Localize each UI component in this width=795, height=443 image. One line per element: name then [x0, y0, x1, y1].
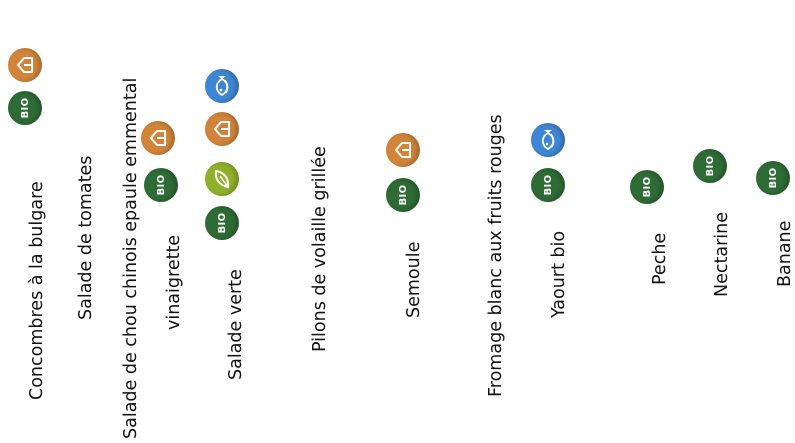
bio-label-icon: BIO [630, 170, 664, 204]
menu-item-label-chou-line1: Salade de chou chinois epaule emmental [121, 77, 141, 439]
menu-item-label-semoule: Semoule [404, 241, 424, 318]
bio-label-icon: BIO [144, 168, 178, 202]
local-producer-icon [8, 48, 42, 82]
sustainable-fishing-icon [531, 123, 565, 157]
local-producer-icon [141, 121, 175, 155]
menu-item-label-tomates: Salade de tomates [76, 155, 96, 320]
menu-item-label-chou-line2: vinaigrette [164, 234, 184, 330]
menu-item-label-fromage: Fromage blanc aux fruits rouges [486, 114, 506, 397]
bio-label-icon: BIO [531, 168, 565, 202]
menu-item-label-concombres: Concombres à la bulgare [27, 181, 47, 400]
sustainable-fishing-icon [205, 69, 239, 103]
menu-item-label-yaourt: Yaourt bio [549, 230, 569, 318]
bio-label-icon: BIO [756, 161, 790, 195]
bio-label-icon: BIO [8, 91, 42, 125]
vegetarian-leaf-icon [205, 162, 239, 196]
local-producer-icon [205, 112, 239, 146]
bio-label-icon: BIO [386, 178, 420, 212]
menu-item-label-salade-verte: Salade verte [226, 269, 246, 380]
menu-item-label-nectarine: Nectarine [712, 212, 732, 297]
bio-label-icon: BIO [693, 149, 727, 183]
menu-item-label-pilons: Pilons de volaille grillée [310, 146, 330, 352]
menu-item-label-peche: Peche [650, 232, 670, 285]
menu-item-label-banane: Banane [775, 220, 795, 287]
bio-label-icon: BIO [205, 206, 239, 240]
local-producer-icon [386, 133, 420, 167]
